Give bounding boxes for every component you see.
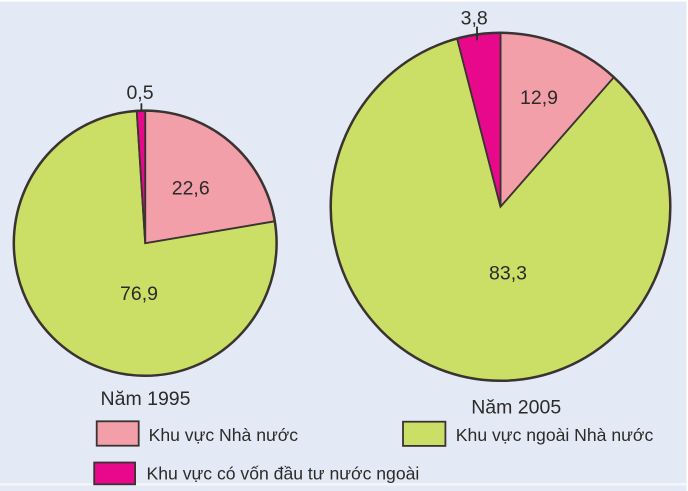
svg-text:83,3: 83,3 xyxy=(489,262,527,284)
svg-text:3,8: 3,8 xyxy=(461,8,488,30)
svg-text:Khu vực ngoài Nhà nước: Khu vực ngoài Nhà nước xyxy=(456,425,654,445)
svg-text:Năm 1995: Năm 1995 xyxy=(101,388,191,410)
svg-text:Năm 2005: Năm 2005 xyxy=(471,397,561,419)
svg-text:Khu vực có vốn đầu tư nước ngo: Khu vực có vốn đầu tư nước ngoài xyxy=(147,464,420,484)
svg-text:22,6: 22,6 xyxy=(172,178,210,200)
svg-text:0,5: 0,5 xyxy=(126,82,153,104)
svg-text:Khu vực Nhà nước: Khu vực Nhà nước xyxy=(149,425,299,445)
svg-text:12,9: 12,9 xyxy=(520,87,558,109)
svg-text:76,9: 76,9 xyxy=(120,283,158,305)
